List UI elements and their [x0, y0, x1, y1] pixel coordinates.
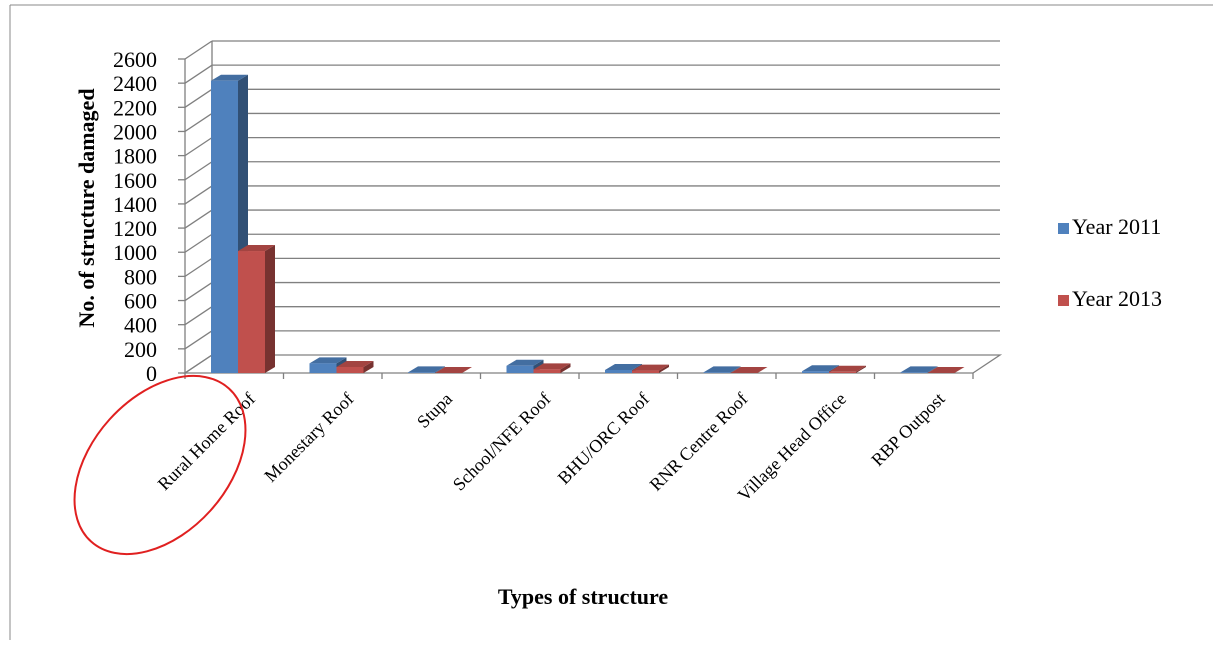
- x-tick-label: Monestary Roof: [260, 389, 357, 486]
- y-tick-label: 0: [146, 361, 157, 386]
- x-tick-label: Stupa: [413, 389, 456, 432]
- gridline-side: [184, 306, 213, 326]
- y-tick-label: 200: [124, 337, 157, 362]
- x-tick-label: School/NFE Roof: [449, 389, 555, 495]
- gridline-side: [184, 88, 213, 108]
- y-tick-label: 2200: [113, 95, 157, 120]
- bar-top-face: [408, 366, 445, 373]
- y-tick-label: 1200: [113, 216, 157, 241]
- legend-label: Year 2013: [1072, 286, 1162, 311]
- bar-top-face: [506, 359, 544, 366]
- gridlines: [182, 40, 1003, 374]
- bar-top-face: [435, 367, 472, 373]
- bar-side-face: [363, 360, 374, 373]
- gridline-side: [184, 112, 213, 133]
- bar-side-face: [435, 366, 445, 373]
- bar-side-face: [856, 365, 866, 373]
- y-tick-label: 400: [124, 313, 157, 338]
- gridline-side: [184, 161, 213, 181]
- x-tick-label: Village Head Office: [734, 389, 850, 505]
- bar-side-face: [730, 366, 741, 373]
- legend: Year 2011 Year 2013: [1058, 214, 1162, 311]
- bar: [900, 366, 938, 373]
- y-tick-labels: 0200400600800100012001400160018002000220…: [113, 47, 157, 386]
- bar-front-face: [309, 363, 337, 373]
- bar: [632, 364, 669, 373]
- y-axis-title: No. of structure damaged: [74, 88, 99, 327]
- bar: [703, 366, 741, 373]
- bar-top-face: [730, 367, 768, 373]
- bar-top-face: [927, 367, 965, 373]
- gridline-side: [184, 209, 213, 229]
- highlight-ellipse: [73, 374, 247, 556]
- bar-side-face: [560, 363, 571, 373]
- bar-top-face: [802, 365, 839, 372]
- bar-front-face: [533, 369, 561, 373]
- y-tick-label: 2600: [113, 47, 157, 72]
- bar-front-face: [900, 372, 928, 373]
- bar-front-face: [605, 369, 632, 373]
- bar-front-face: [829, 371, 856, 373]
- y-tick-label: 2400: [113, 71, 157, 96]
- y-tick-label: 800: [124, 264, 157, 289]
- x-tick-label: BHU/ORC Roof: [554, 389, 653, 488]
- x-axis-title: Types of structure: [498, 584, 669, 609]
- bar-top-face: [900, 366, 938, 373]
- bar: [435, 367, 472, 373]
- bar-front-face: [506, 365, 534, 373]
- gridline-side: [184, 137, 213, 157]
- bar-top-face: [632, 364, 669, 371]
- y-tick-label: 600: [124, 289, 157, 314]
- y-tick-label: 2000: [113, 119, 157, 144]
- bar-top-face: [829, 365, 866, 372]
- bars: [211, 74, 965, 373]
- y-tick-label: 1400: [113, 192, 157, 217]
- bar-side-face: [659, 364, 669, 373]
- x-tick-label: Rural Home Roof: [154, 389, 259, 494]
- bar-front-face: [336, 366, 364, 373]
- x-tick-label: RBP Outpost: [867, 389, 948, 470]
- bar-front-face: [238, 251, 265, 373]
- bar: [730, 367, 768, 373]
- bar-side-face: [265, 245, 275, 373]
- bar-top-face: [309, 357, 347, 364]
- legend-swatch: [1058, 295, 1069, 306]
- bar-top-face: [238, 245, 275, 252]
- bar-front-face: [632, 370, 659, 373]
- bar: [927, 367, 965, 373]
- gridline-side: [184, 257, 213, 277]
- axes: [178, 58, 974, 379]
- y-tick-label: 1600: [113, 168, 157, 193]
- bar-top-face: [703, 366, 741, 373]
- chart-floor: [182, 354, 1003, 374]
- bar: [238, 245, 275, 373]
- legend-swatch: [1058, 223, 1069, 234]
- x-tick-label: RNR Centre Roof: [646, 389, 752, 495]
- gridline-side: [184, 330, 213, 350]
- bar-top-face: [605, 363, 642, 370]
- bar-top-face: [211, 74, 248, 81]
- bar-front-face: [703, 372, 731, 373]
- bar: [336, 360, 374, 373]
- bar: [533, 363, 571, 373]
- bar-front-face: [408, 372, 435, 373]
- bar-front-face: [211, 80, 238, 373]
- bar: [829, 365, 866, 373]
- bar-side-face: [927, 366, 938, 373]
- legend-label: Year 2011: [1072, 214, 1161, 239]
- x-category-labels: Rural Home Roof Monestary Roof StupaSchool…: [154, 389, 949, 505]
- y-tick-label: 1000: [113, 240, 157, 265]
- gridline-side: [184, 233, 213, 253]
- gridline-side: [184, 40, 213, 60]
- gridline-side: [184, 185, 213, 205]
- y-tick-label: 1800: [113, 144, 157, 169]
- bar-top-face: [336, 360, 374, 367]
- gridline-side: [184, 281, 213, 302]
- gridline-side: [184, 64, 213, 84]
- bar-front-face: [802, 371, 829, 373]
- bar: [408, 366, 445, 373]
- bar-top-face: [533, 363, 571, 370]
